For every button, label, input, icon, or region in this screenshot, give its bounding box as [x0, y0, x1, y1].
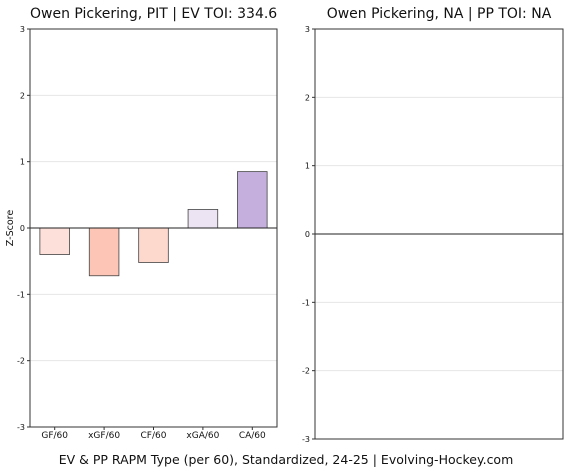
left-ytick-label: -3: [17, 423, 25, 432]
left-chart-panel: 3 2 1 0 -1 -2 -3 GF/60 xGF/60 CF/60 xGA/60 CA/60 Z-S…: [5, 25, 278, 441]
left-xtick-label: xGF/60: [88, 431, 120, 441]
left-panel-title: Owen Pickering, PIT | EV TOI: 334.6: [30, 6, 278, 22]
right-ytick-label: -2: [302, 367, 310, 376]
right-axes-frame: [314, 28, 564, 440]
left-axes-frame: [29, 28, 278, 428]
right-ytick-label: 2: [305, 93, 310, 102]
right-ytick-label: -1: [302, 298, 310, 307]
left-ytick-label: 3: [20, 25, 25, 34]
left-bar-xga-per-60: [187, 209, 219, 229]
left-xtick-label: CA/60: [239, 431, 266, 441]
right-ytick-label: 3: [305, 25, 310, 34]
right-panel-title: Owen Pickering, NA | PP TOI: NA: [326, 6, 552, 22]
left-xtick-label: GF/60: [41, 431, 68, 441]
chart-footer: EV & PP RAPM Type (per 60), Standardized…: [58, 452, 514, 467]
left-bar-xgf-per-60: [88, 227, 120, 277]
left-ytick-label: 2: [20, 91, 25, 100]
right-ytick-label: 1: [305, 162, 310, 171]
left-bar-ca-per-60: [237, 171, 268, 229]
left-ytick-label: -1: [17, 290, 25, 299]
left-ytick-label: 1: [20, 158, 25, 167]
left-xtick-label: xGA/60: [186, 431, 219, 441]
right-ytick-label: 0: [305, 230, 310, 239]
right-chart-panel: 3 2 1 0 -1 -2 -3: [302, 25, 564, 444]
left-xtick-label: CF/60: [141, 431, 167, 441]
left-ytick-label: -2: [17, 357, 25, 366]
right-ytick-label: -3: [302, 435, 310, 444]
left-bar-cf-per-60: [138, 227, 169, 263]
left-ytick-label: 0: [20, 224, 25, 233]
left-y-axis-label: Z-Score: [5, 210, 16, 247]
left-bar-gf-per-60: [39, 227, 70, 255]
